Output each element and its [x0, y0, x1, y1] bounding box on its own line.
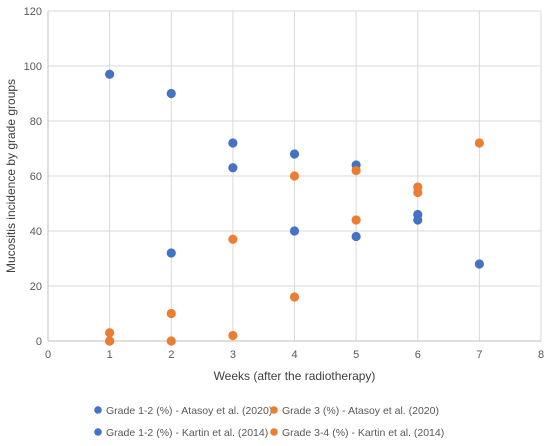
y-tick-label: 120: [24, 6, 42, 18]
data-point-series-4: [166, 336, 176, 346]
x-axis-title: Weeks (after the radiotherapy): [214, 369, 376, 383]
data-point-series-2: [166, 308, 176, 319]
y-tick-label: 100: [24, 61, 42, 73]
data-point-series-3: [413, 209, 423, 220]
legend-marker: [94, 428, 102, 436]
axes: [47, 11, 541, 342]
x-tick-label: 3: [230, 349, 236, 361]
y-tick-label: 0: [36, 336, 42, 348]
legend-label: Grade 3 (%) - Atasoy et al. (2020): [282, 405, 439, 417]
legend-marker: [270, 428, 278, 436]
legend-marker: [270, 406, 278, 414]
data-point-series-3: [166, 248, 176, 258]
legend-label: Grade 1-2 (%) - Atasoy et al. (2020): [106, 405, 272, 417]
data-point-series-2: [289, 292, 300, 302]
data-point-series-4: [289, 171, 300, 181]
x-tick-label: 4: [291, 349, 297, 361]
legend-marker: [94, 406, 102, 414]
data-point-series-4: [474, 138, 484, 148]
data-point-series-2: [228, 330, 238, 341]
grid-lines: [48, 10, 542, 341]
data-point-series-3: [474, 259, 484, 269]
legend-label: Grade 1-2 (%) - Kartin et al. (2014): [106, 427, 268, 439]
data-point-series-4: [105, 336, 115, 346]
data-point-series-3: [228, 163, 238, 173]
y-axis-title: Mucositis incidence by grade groups: [4, 79, 18, 273]
data-point-series-3: [289, 226, 300, 236]
legend: Grade 1-2 (%) - Atasoy et al. (2020) Grad…: [94, 405, 444, 439]
y-tick-label: 40: [30, 226, 42, 238]
data-point-series-2: [105, 328, 115, 338]
data-point-series-4: [228, 234, 238, 244]
y-tick-label: 20: [30, 281, 42, 293]
data-point-series-3: [351, 231, 361, 242]
data-point-series-4: [351, 165, 361, 176]
x-tick-label: 2: [168, 349, 174, 361]
data-point-series-4: [413, 182, 423, 192]
x-tick-label: 7: [476, 349, 482, 361]
x-tick-label: 5: [353, 349, 359, 361]
legend-label: Grade 3-4 (%) - Kartin et al. (2014): [282, 427, 444, 439]
x-tick-label: 8: [538, 349, 544, 361]
data-point-series-1: [166, 88, 176, 99]
tick-labels: 0 20 40 60 80 100 120 0 1 2 3 4 5 6 7 8: [24, 6, 544, 361]
data-point-series-2: [351, 215, 361, 225]
x-tick-label: 1: [107, 349, 113, 361]
y-tick-label: 80: [30, 116, 42, 128]
y-tick-label: 60: [30, 171, 42, 183]
data-point-series-1: [105, 69, 115, 79]
x-tick-label: 0: [45, 349, 51, 361]
data-point-series-1: [289, 149, 300, 159]
x-tick-label: 6: [415, 349, 421, 361]
data-point-series-1: [228, 138, 238, 148]
data-points: [105, 69, 484, 346]
